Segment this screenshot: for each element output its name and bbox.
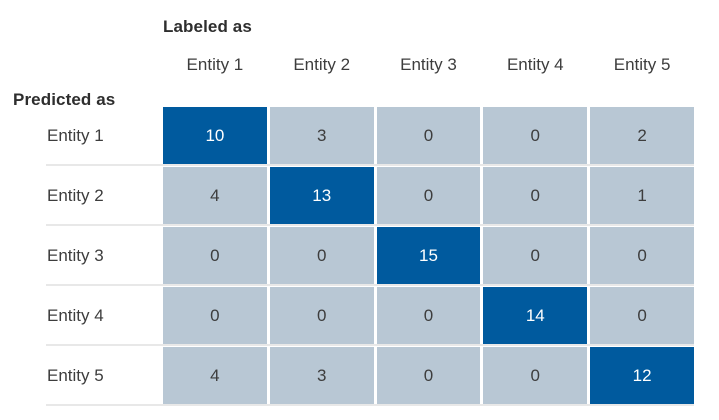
matrix-cell-r3-c5: 0 [590,227,694,284]
row-axis-label: Predicted as [13,90,116,109]
matrix-cell-r5-c3: 0 [376,347,481,404]
row-separator [46,164,694,166]
matrix-cell-r1-c2: 3 [269,107,374,164]
matrix-cell-r3-c3: 15 [376,227,481,284]
matrix-cell-r3-c1: 0 [163,227,267,284]
matrix-cell-r4-c5: 0 [590,287,694,344]
row-separator [46,284,694,286]
matrix-cell-r1-c4: 0 [483,107,588,164]
row-separator [46,224,694,226]
matrix-cell-r4-c2: 0 [269,287,374,344]
row-label-1: Entity 1 [47,126,104,145]
matrix-cell-r5-c1: 4 [163,347,267,404]
row-label-3: Entity 3 [47,246,104,265]
matrix-cell-r5-c5: 12 [590,347,694,404]
matrix-cell-r3-c4: 0 [483,227,588,284]
row-label-5: Entity 5 [47,366,104,385]
matrix-cell-r2-c3: 0 [376,167,481,224]
matrix-cell-r1-c5: 2 [590,107,694,164]
row-label-4: Entity 4 [47,306,104,325]
row-label-2: Entity 2 [47,186,104,205]
column-header-1: Entity 1 [186,55,244,74]
column-axis-label: Labeled as [163,17,252,36]
matrix-cell-r5-c2: 3 [269,347,374,404]
matrix-cell-r4-c1: 0 [163,287,267,344]
matrix-cell-r1-c1: 10 [163,107,267,164]
column-header-4: Entity 4 [506,55,564,74]
matrix-cell-r5-c4: 0 [483,347,588,404]
matrix-cell-r2-c2: 13 [269,167,374,224]
column-header-3: Entity 3 [400,55,457,74]
row-separator [46,344,694,346]
column-header-2: Entity 2 [293,55,351,74]
matrix-cell-r1-c3: 0 [376,107,481,164]
matrix-cell-r4-c4: 14 [483,287,588,344]
matrix-cell-r2-c5: 1 [590,167,694,224]
matrix-cell-r2-c1: 4 [163,167,267,224]
matrix-cell-r2-c4: 0 [483,167,588,224]
row-separator [46,404,694,406]
column-header-5: Entity 5 [613,55,671,74]
matrix-cell-r3-c2: 0 [269,227,374,284]
matrix-cell-r4-c3: 0 [376,287,481,344]
